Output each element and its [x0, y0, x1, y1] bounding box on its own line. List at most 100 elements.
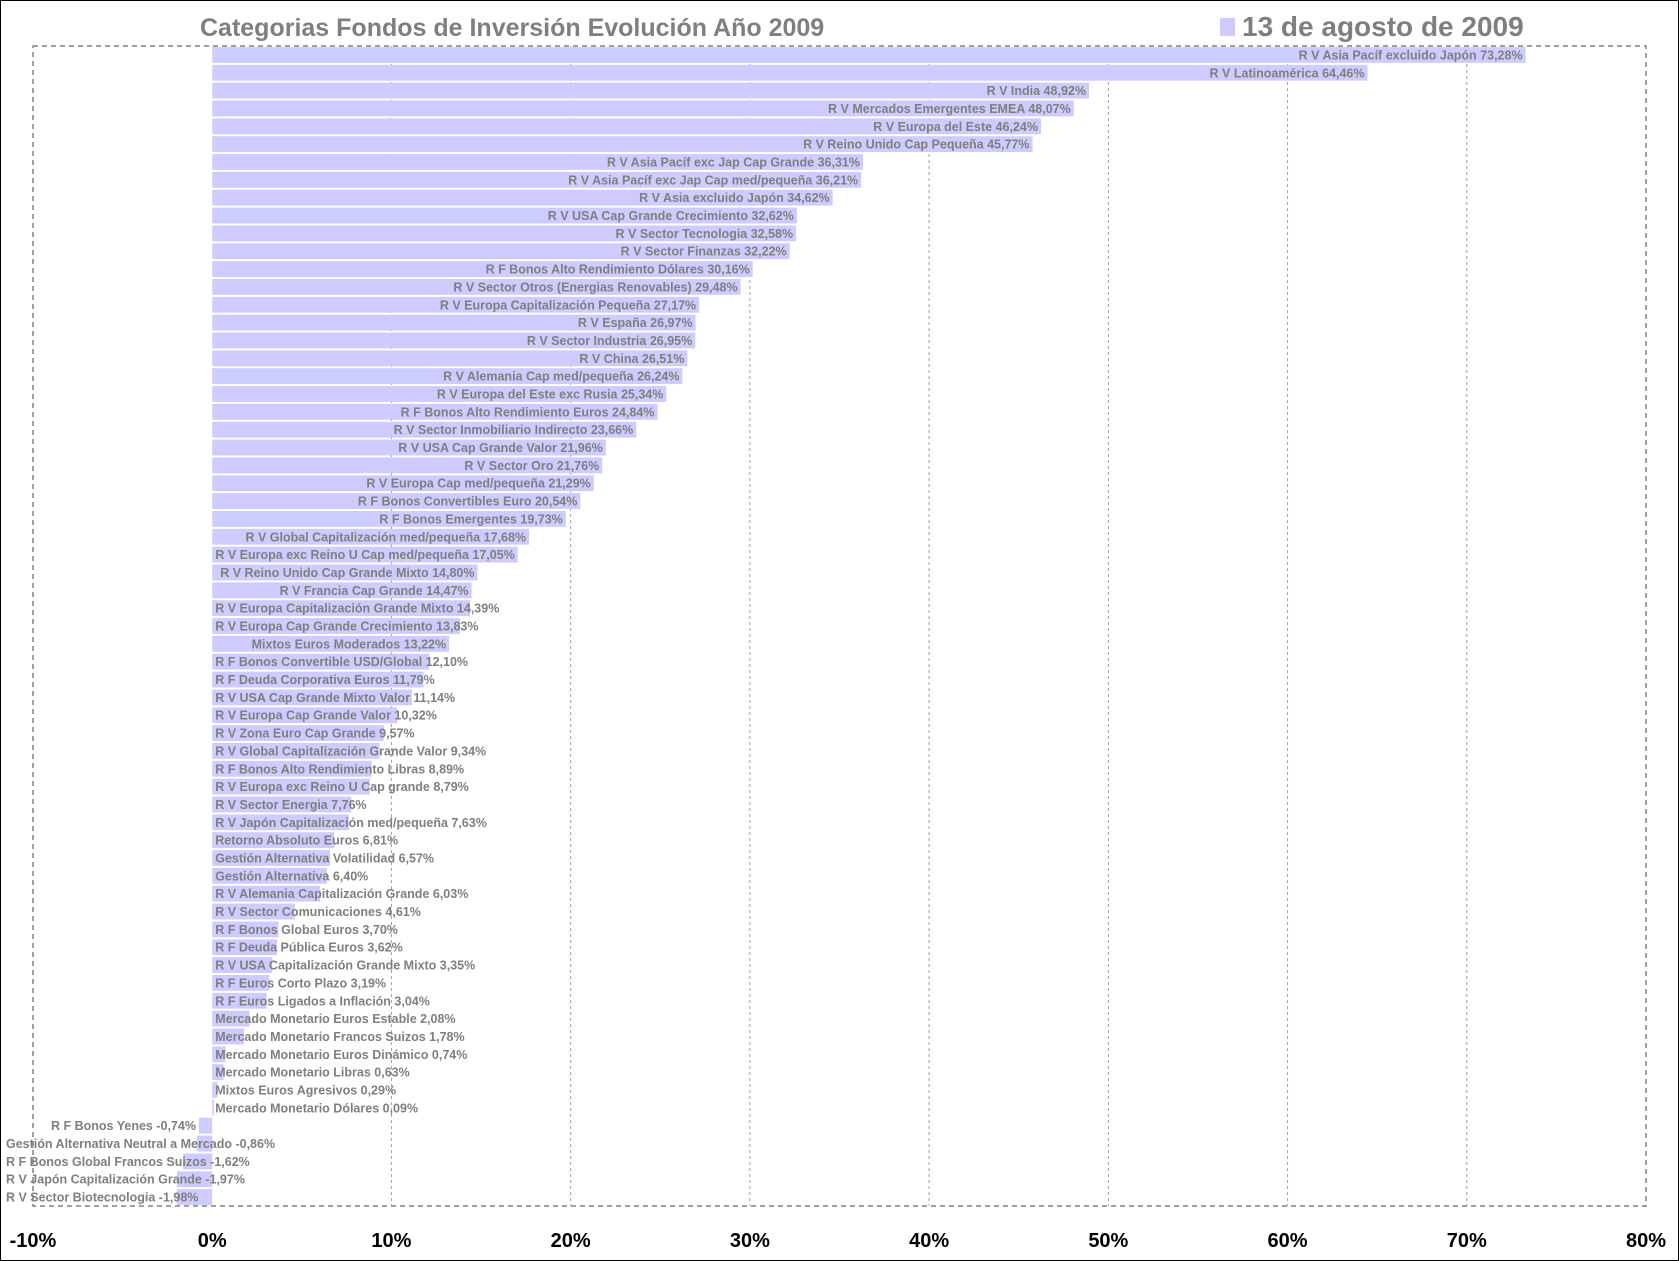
bar-label: R F Bonos Global Francos Suizos -1,62%	[6, 1155, 250, 1169]
bar	[212, 528, 530, 545]
bar-label: R V Europa exc Reino U Cap grande 8,79%	[215, 780, 469, 794]
bar	[212, 368, 683, 385]
bar-label: Mixtos Euros Moderados 13,22%	[252, 637, 447, 651]
bar-label: R V Sector Inmobiliario Indirecto 23,66%	[394, 423, 634, 437]
bar	[176, 1189, 213, 1205]
bar-label: R V Europa Cap med/pequeña 21,29%	[366, 477, 590, 491]
bar	[212, 921, 279, 938]
bar-label: R F Bonos Alto Rendimiento Libras 8,89%	[215, 762, 464, 776]
bar	[212, 743, 380, 759]
bar	[212, 47, 1526, 63]
x-axis-ticks: -10% 0% 10% 20% 30% 40% 50% 60% 70% 80%	[10, 1230, 1667, 1252]
bar	[212, 850, 330, 866]
bar-label: Mercado Monetario Libras 0,63%	[215, 1066, 410, 1080]
bar-label: Mercado Monetario Euros Dinámico 0,74%	[215, 1048, 467, 1062]
bar	[212, 1028, 245, 1045]
bar	[212, 332, 696, 349]
bar	[183, 1153, 213, 1170]
bar	[212, 600, 471, 617]
bar	[212, 778, 370, 795]
bar	[212, 582, 472, 599]
x-tick-label: 20%	[551, 1230, 591, 1252]
bar-label: R V Europa del Este exc Rusia 25,34%	[437, 388, 664, 402]
bar-label: R V Sector Otros (Energias Renovables) 2…	[453, 280, 737, 294]
bar-label: R V Sector Comunicaciones 4,61%	[215, 905, 421, 919]
bar	[212, 653, 430, 670]
bar-label: R F Deuda Pública Euros 3,62%	[215, 941, 403, 955]
x-tick-label: 0%	[198, 1230, 227, 1252]
bar-label: R V España 26,97%	[578, 316, 693, 330]
bar-label: R V Asia Pacíf exc Jap Cap med/pequeña 3…	[568, 173, 858, 187]
bar-label: R V Japón Capitalización med/pequeña 7,6…	[215, 816, 487, 830]
bar-label: Mercado Monetario Francos Suizos 1,78%	[215, 1030, 464, 1044]
bars	[176, 47, 1526, 1205]
bar	[212, 618, 461, 634]
bar	[212, 1082, 218, 1098]
bar	[212, 832, 335, 849]
bar-label: R V Sector Tecnologia 32,58%	[616, 227, 794, 241]
bar	[212, 314, 696, 331]
bar-label: R V Europa Cap Grande Crecimiento 13,83%	[215, 620, 478, 634]
bar-label: R F Bonos Alto Rendimiento Euros 24,84%	[401, 405, 655, 419]
legend-swatch	[1220, 18, 1235, 36]
bar	[196, 1135, 213, 1152]
bar	[198, 1117, 213, 1134]
legend-label: 13 de agosto de 2009	[1242, 11, 1524, 42]
bar-label: R V Japón Capitalización Grande -1,97%	[6, 1173, 245, 1187]
bar	[212, 635, 450, 652]
bar-label: R F Euros Ligados a Inflación 3,04%	[215, 994, 430, 1008]
bar	[212, 992, 267, 1009]
bar	[212, 189, 833, 206]
bar	[212, 1010, 250, 1027]
bar	[212, 457, 603, 474]
bar	[212, 64, 1368, 81]
x-tick-label: 70%	[1447, 1230, 1487, 1252]
bar	[212, 760, 372, 777]
x-tick-label: 40%	[909, 1230, 949, 1252]
bar-label: Mercado Monetario Euros Estable 2,08%	[215, 1012, 455, 1026]
bar-label: R V Europa Capitalización Grande Mixto 1…	[215, 602, 499, 616]
bar	[212, 975, 270, 991]
bar	[212, 279, 741, 295]
bar-label: R V Sector Biotecnologia -1,98%	[6, 1191, 198, 1205]
x-tick-label: 30%	[730, 1230, 770, 1252]
bar-label: R V USA Cap Grande Mixto Valor 11,14%	[215, 691, 455, 705]
bar	[212, 796, 352, 813]
bar-label: Mixtos Euros Agresivos 0,29%	[215, 1084, 396, 1098]
bar-label: R V USA Cap Grande Valor 21,96%	[398, 441, 602, 455]
bar-label: R V Global Capitalización Grande Valor 9…	[215, 744, 486, 758]
bar-label: R V Europa exc Reino U Cap med/pequeña 1…	[215, 548, 514, 562]
bar	[212, 261, 753, 277]
x-tick-label: 10%	[371, 1230, 411, 1252]
bar-labels: R V Asia Pacíf excluido Japón 73,28% R V …	[6, 48, 1523, 1204]
bar-label: R V Europa Cap Grande Valor 10,32%	[215, 709, 437, 723]
bar-label: R V Europa Capitalización Pequeña 27,17%	[440, 298, 696, 312]
bar-label: R V Europa del Este 46,24%	[873, 120, 1038, 134]
bar	[212, 1064, 224, 1081]
bar-label: R V India 48,92%	[987, 84, 1086, 98]
bar-label: R V Asia excluido Japón 34,62%	[639, 191, 830, 205]
bar	[212, 350, 688, 367]
bar	[212, 957, 273, 973]
chart-title: Categorias Fondos de Inversión Evolución…	[200, 14, 824, 42]
bar-label: R V Asia Pacíf excluido Japón 73,28%	[1299, 48, 1523, 62]
bar-label: R V Reino Unido Cap Grande Mixto 14,80%	[220, 566, 474, 580]
bar-label: R V China 26,51%	[579, 352, 684, 366]
bar	[212, 814, 349, 831]
bar	[212, 546, 518, 563]
bar-label: R F Bonos Yenes -0,74%	[51, 1119, 196, 1133]
bar	[212, 1099, 214, 1116]
x-tick-label: 50%	[1088, 1230, 1128, 1252]
bar	[212, 867, 327, 884]
bar	[212, 939, 278, 956]
bar-label: R V Reino Unido Cap Pequeña 45,77%	[803, 138, 1029, 152]
bar	[212, 671, 424, 688]
bar	[212, 207, 797, 224]
bar	[212, 225, 797, 242]
bar	[212, 100, 1074, 117]
bar-label: R V Asia Pacíf exc Jap Cap Grande 36,31%	[607, 156, 860, 170]
bar-label: Gestión Alternativa Neutral a Mercado -0…	[6, 1137, 275, 1151]
bar-label: R V USA Capitalización Grande Mixto 3,35…	[215, 959, 475, 973]
bar	[212, 689, 412, 706]
